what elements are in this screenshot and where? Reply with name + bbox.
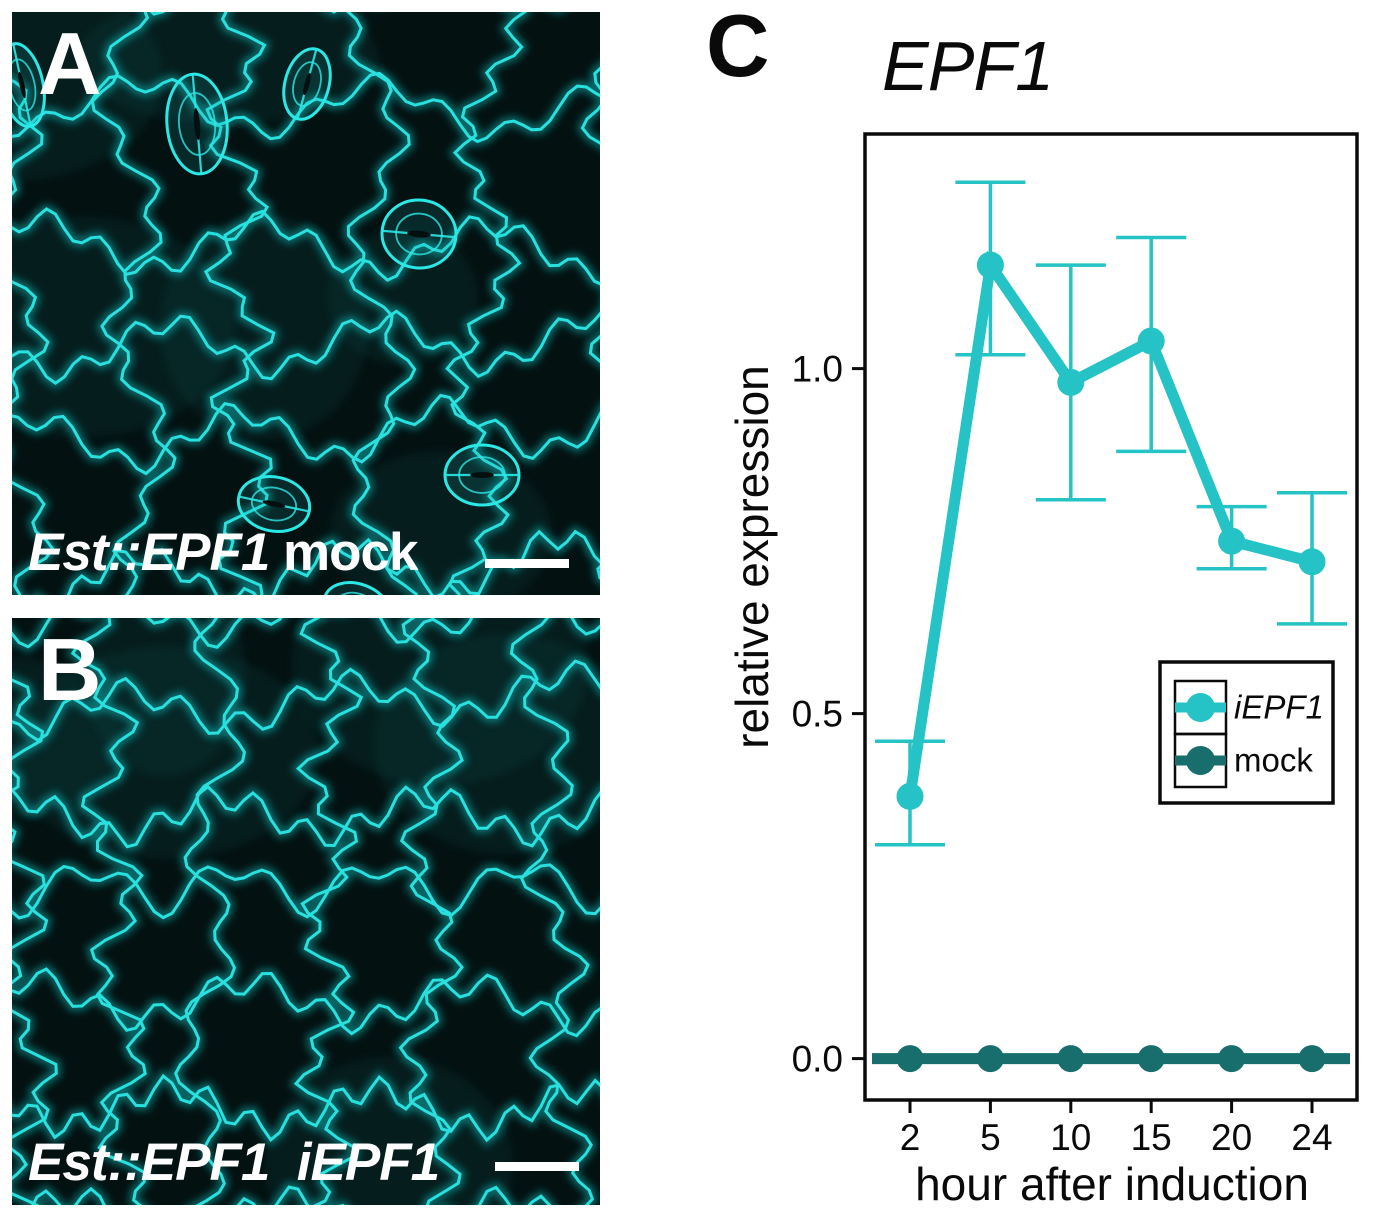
series-iEPF1 — [875, 180, 1347, 847]
data-point — [896, 1045, 924, 1073]
x-tick-label: 20 — [1211, 1117, 1252, 1158]
series-mock — [872, 1045, 1350, 1073]
panel-a-caption: Est::EPF1 mock — [28, 523, 419, 582]
stoma — [282, 47, 332, 121]
scale-bar — [485, 559, 569, 568]
data-point — [1218, 1045, 1246, 1073]
legend: iEPF1 mock — [1158, 660, 1335, 805]
panel-b-caption-treatment: iEPF1 — [269, 1133, 440, 1192]
legend-box — [1158, 660, 1335, 805]
line-iEPF1 — [904, 250, 1314, 798]
data-point — [1298, 1045, 1326, 1073]
panel-b-letter: B — [38, 620, 102, 719]
panel-a-caption-genotype: Est::EPF1 — [28, 523, 270, 582]
panel-c-letter: C — [706, 0, 770, 95]
panel-b-micrograph: B Est::EPF1 iEPF1 — [12, 618, 600, 1205]
data-point — [1137, 1045, 1165, 1073]
stoma — [165, 72, 229, 176]
y-tick-label: 0.5 — [792, 694, 843, 735]
x-tick-label: 10 — [1050, 1117, 1091, 1158]
y-tick-label: 0.0 — [792, 1039, 843, 1080]
x-tick-label: 2 — [900, 1117, 921, 1158]
data-point — [976, 251, 1004, 279]
stoma — [12, 42, 46, 128]
legend-label-iEPF1: iEPF1 — [1234, 689, 1324, 726]
x-tick-label: 24 — [1291, 1117, 1332, 1158]
data-point — [896, 782, 924, 810]
stoma — [443, 443, 521, 507]
chart-title: EPF1 — [882, 27, 1054, 105]
panel-a-micrograph: A Est::EPF1 mock — [12, 12, 600, 595]
x-tick-label: 5 — [980, 1117, 1001, 1158]
stoma — [380, 198, 458, 270]
data-point — [1298, 548, 1326, 576]
panel-a-letter: A — [38, 14, 102, 113]
legend-label-mock: mock — [1234, 742, 1313, 779]
y-tick-label: 1.0 — [792, 349, 843, 390]
expression-line-chart: 0.0 0.5 1.0 2 5 10 15 20 24 iEPF1 mock — [792, 132, 1359, 1158]
scale-bar — [495, 1162, 579, 1171]
stoma — [236, 475, 312, 533]
panel-a-caption-treatment: mock — [269, 523, 418, 582]
legend-key-point — [1186, 746, 1215, 775]
x-tick-label: 15 — [1131, 1117, 1172, 1158]
panel-b-caption: Est::EPF1 iEPF1 — [28, 1133, 440, 1192]
data-point — [1218, 527, 1246, 555]
data-point — [1057, 368, 1085, 396]
data-point — [1137, 327, 1165, 355]
data-point — [976, 1045, 1004, 1073]
stoma — [322, 581, 392, 595]
plot-border — [863, 132, 1359, 1102]
legend-key-point — [1186, 693, 1215, 722]
data-point — [1057, 1045, 1085, 1073]
panel-b-caption-genotype: Est::EPF1 — [28, 1133, 270, 1192]
micrograph-b-cells — [12, 618, 600, 1205]
x-axis-label: hour after induction — [915, 1158, 1309, 1210]
